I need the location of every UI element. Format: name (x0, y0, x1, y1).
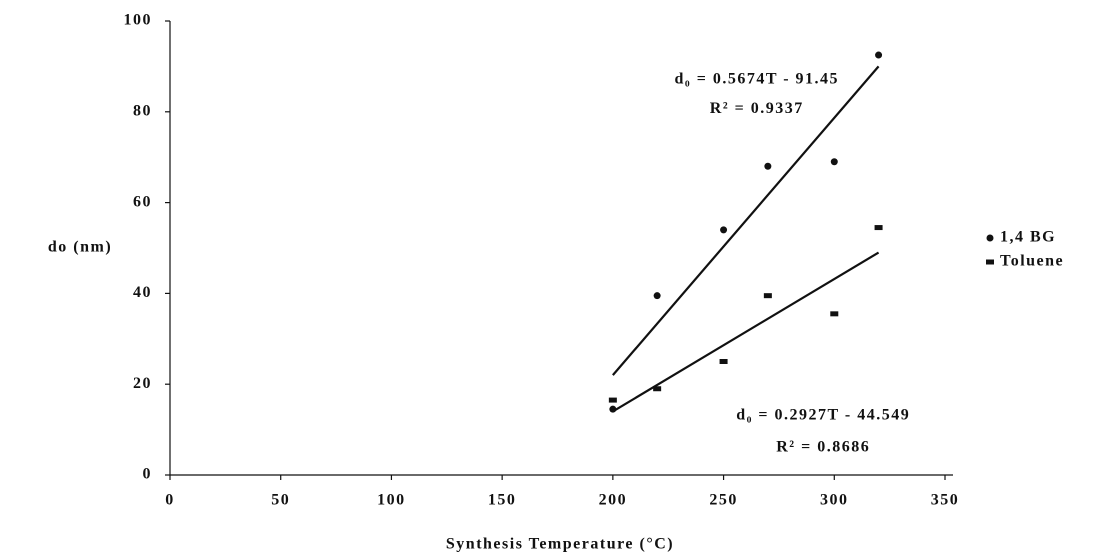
annotation: d₀ = 0.2927T - 44.549 (736, 407, 910, 424)
data-point (720, 226, 728, 234)
y-tick-label: 40 (133, 284, 152, 301)
x-tick-label: 300 (820, 492, 849, 509)
y-tick-label: 80 (133, 102, 152, 119)
annotation: d₀ = 0.5674T - 91.45 (675, 71, 840, 88)
data-point (653, 386, 662, 392)
legend-marker (986, 234, 994, 242)
legend-label: Toluene (1000, 253, 1064, 270)
x-tick-label: 200 (599, 492, 628, 509)
data-point (763, 293, 772, 299)
y-tick-label: 100 (124, 12, 153, 29)
x-axis-label: Synthesis Temperature (°C) (446, 536, 674, 553)
x-tick-label: 0 (165, 492, 175, 509)
data-point (875, 51, 883, 59)
y-tick-label: 60 (133, 193, 152, 210)
legend-label: 1,4 BG (1000, 229, 1056, 246)
x-tick-label: 250 (709, 492, 738, 509)
y-tick-label: 20 (133, 375, 152, 392)
annotation: R² = 0.9337 (710, 100, 804, 117)
x-tick-label: 350 (931, 492, 960, 509)
annotation: R² = 0.8686 (776, 438, 870, 455)
data-point (653, 292, 661, 300)
data-point (608, 397, 617, 403)
data-point (830, 311, 839, 317)
data-point (719, 359, 728, 364)
y-axis-label: do (nm) (48, 239, 112, 256)
legend-marker (986, 259, 994, 265)
y-tick-label: 0 (143, 466, 153, 483)
data-point (764, 162, 772, 170)
data-point (874, 225, 883, 231)
trendline (612, 251, 880, 413)
x-tick-label: 50 (271, 492, 290, 509)
x-tick-label: 150 (488, 492, 517, 509)
trendline (612, 65, 880, 376)
x-tick-label: 100 (377, 492, 406, 509)
data-point (830, 158, 838, 166)
